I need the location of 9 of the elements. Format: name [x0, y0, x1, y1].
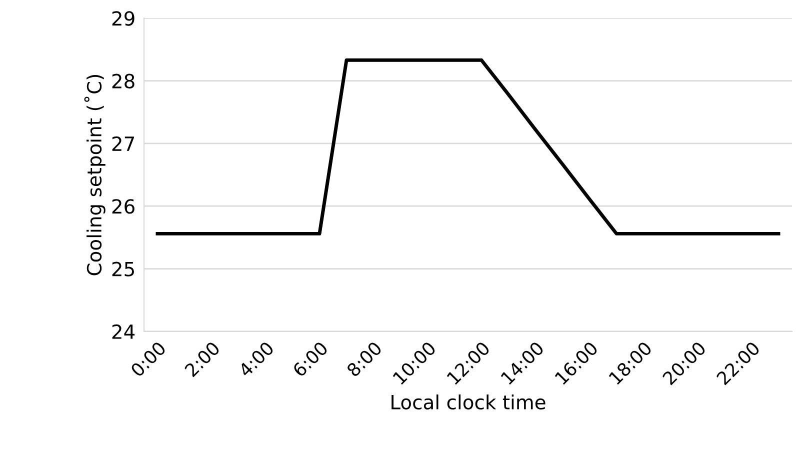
y-tick-label: 29 [112, 11, 134, 26]
line-series [156, 58, 780, 236]
y-tick-label: 28 [112, 74, 134, 88]
x-axis-title: Local clock time [392, 394, 546, 410]
y-tick-label: 25 [112, 262, 134, 276]
y-axis-title: Cooling setpoint (˚C) [84, 74, 106, 276]
y-tick-label: 26 [112, 199, 134, 214]
y-tick-label: 24 [112, 324, 135, 339]
y-tick-label: 27 [112, 136, 134, 151]
